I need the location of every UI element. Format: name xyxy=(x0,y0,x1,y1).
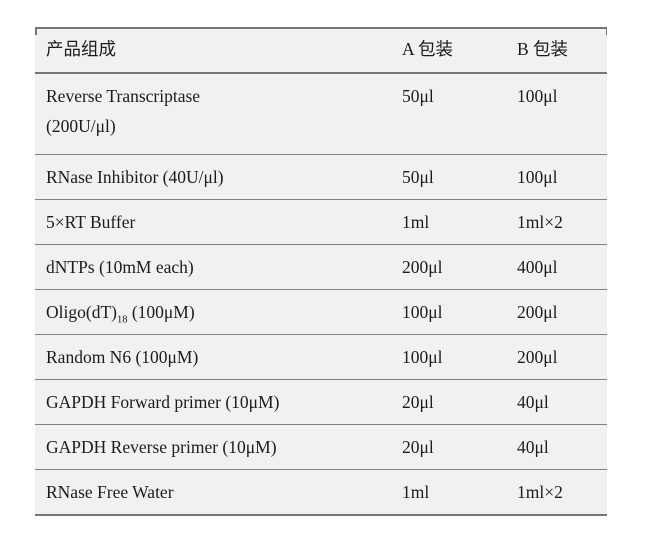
table-row: GAPDH Reverse primer (10μM) 20μl 40μl xyxy=(35,423,607,469)
table-row: RNase Inhibitor (40U/μl) 50μl 100μl xyxy=(35,153,607,199)
cell-package-a-amount: 20μl xyxy=(400,423,515,469)
header-product-composition: 产品组成 xyxy=(35,29,400,74)
cell-package-a-amount: 1ml xyxy=(400,468,515,514)
table-corner-mark-left xyxy=(35,29,37,35)
cell-component-name: GAPDH Reverse primer (10μM) xyxy=(35,423,400,469)
cell-package-a-amount: 200μl xyxy=(400,243,515,289)
cell-component-name: 5×RT Buffer xyxy=(35,198,400,244)
table-row: GAPDH Forward primer (10μM) 20μl 40μl xyxy=(35,378,607,424)
cell-package-a-amount: 100μl xyxy=(400,333,515,379)
cell-package-b-amount: 40μl xyxy=(515,378,607,424)
table-row: Oligo(dT)18 (100μM) 100μl 200μl xyxy=(35,288,607,334)
cell-package-b-amount: 40μl xyxy=(515,423,607,469)
cell-component-name: Oligo(dT)18 (100μM) xyxy=(35,288,400,334)
cell-component-name: Reverse Transcriptase (200U/μl) xyxy=(46,86,201,136)
table-row: Random N6 (100μM) 100μl 200μl xyxy=(35,333,607,379)
product-composition-table: 产品组成 A 包装 B 包装 Reverse Transcriptase (200… xyxy=(35,27,607,516)
table-corner-mark-right xyxy=(605,29,607,35)
cell-package-b-amount: 400μl xyxy=(515,243,607,289)
cell-package-b-amount: 1ml×2 xyxy=(515,198,607,244)
cell-package-a-amount: 1ml xyxy=(400,198,515,244)
cell-package-b-amount: 200μl xyxy=(515,288,607,334)
table-header-row: 产品组成 A 包装 B 包装 xyxy=(35,29,607,74)
table-row: 5×RT Buffer 1ml 1ml×2 xyxy=(35,198,607,244)
table-row: RNase Free Water 1ml 1ml×2 xyxy=(35,468,607,514)
header-package-b: B 包装 xyxy=(515,29,607,74)
cell-component-name: Random N6 (100μM) xyxy=(35,333,400,379)
cell-package-b-amount: 200μl xyxy=(515,333,607,379)
table-body: Reverse Transcriptase (200U/μl) 50μl 100μ… xyxy=(35,73,607,514)
cell-package-b-amount: 1ml×2 xyxy=(515,468,607,514)
table-row: dNTPs (10mM each) 200μl 400μl xyxy=(35,243,607,289)
cell-component-name: RNase Free Water xyxy=(35,468,400,514)
product-table: 产品组成 A 包装 B 包装 Reverse Transcriptase (200… xyxy=(35,29,607,514)
cell-component-name: GAPDH Forward primer (10μM) xyxy=(35,378,400,424)
table-row: Reverse Transcriptase (200U/μl) 50μl 100μ… xyxy=(35,73,607,154)
cell-component-name: dNTPs (10mM each) xyxy=(35,243,400,289)
cell-package-a-amount: 50μl xyxy=(402,86,434,106)
cell-package-a-amount: 100μl xyxy=(400,288,515,334)
cell-package-b-amount: 100μl xyxy=(515,153,607,199)
cell-package-b-amount: 100μl xyxy=(517,86,558,106)
cell-component-name: RNase Inhibitor (40U/μl) xyxy=(35,153,400,199)
header-package-a: A 包装 xyxy=(400,29,515,74)
cell-package-a-amount: 50μl xyxy=(400,153,515,199)
cell-package-a-amount: 20μl xyxy=(400,378,515,424)
